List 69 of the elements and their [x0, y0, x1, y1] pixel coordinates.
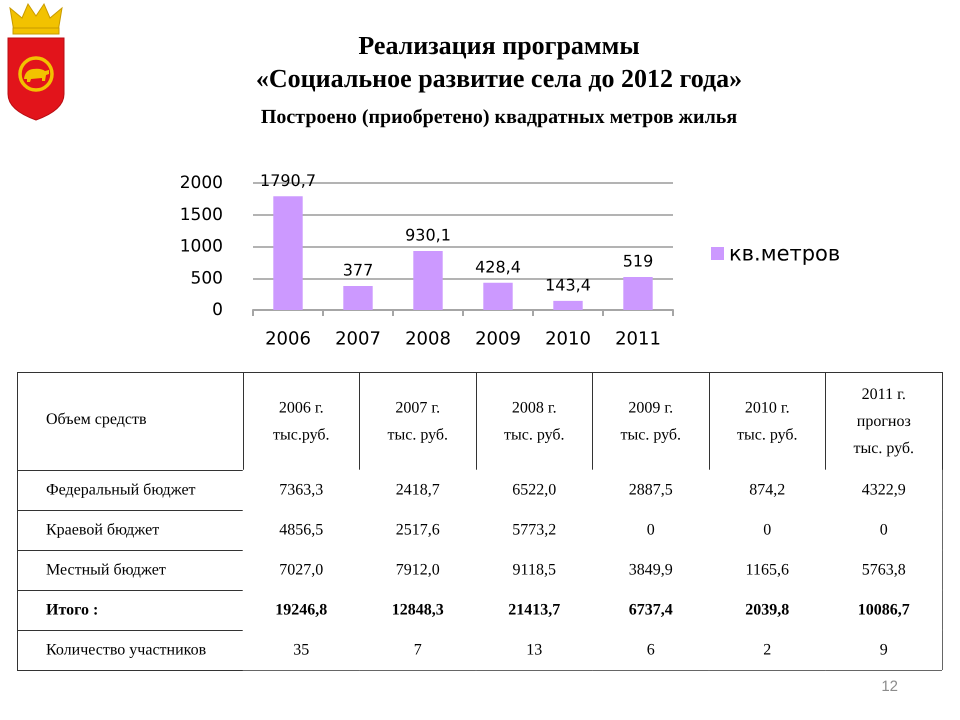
x-tick-label: 2011 — [615, 328, 661, 350]
x-tick-label: 2009 — [475, 328, 521, 350]
x-tick-label: 2007 г. тыс. руб. — [387, 400, 448, 444]
y-tick-label: 500 — [190, 268, 223, 288]
x-tick-label: 2010 — [545, 328, 591, 350]
data-label: 7363,3 — [279, 482, 324, 498]
y-tick-label: Количество участников — [46, 642, 207, 658]
legend-label: кв.метров — [729, 242, 840, 266]
data-label: 10086,7 — [858, 602, 910, 618]
data-label: 5773,2 — [512, 522, 556, 538]
data-label: 7 — [414, 642, 422, 658]
y-tick-label: Итого : — [46, 602, 98, 618]
data-label: 0 — [880, 522, 888, 538]
data-label: 6522,0 — [512, 482, 556, 498]
x-tick-label: 2006 — [265, 328, 311, 350]
x-tick-label: 2011 г. прогноз тыс. руб. — [853, 386, 914, 457]
data-label: 3849,9 — [628, 562, 673, 578]
data-label: 35 — [293, 642, 310, 658]
chart-subtitle: Построено (приобретено) квадратных метров жилья — [260, 106, 738, 128]
data-label: 6737,4 — [628, 602, 673, 618]
bar — [553, 300, 583, 310]
y-tick-label: 1500 — [180, 204, 223, 225]
y-tick-label: 1000 — [180, 236, 223, 256]
y-axis-title: Объем средств — [46, 411, 148, 428]
data-label: 4856,5 — [279, 522, 324, 538]
data-label: 0 — [763, 522, 772, 538]
data-label: 428,4 — [475, 257, 521, 276]
bar — [343, 286, 373, 310]
bar — [483, 282, 513, 310]
data-label: 2418,7 — [396, 482, 440, 498]
chart-title: Реализация программы «Социальное развитие села до 2012 года» — [256, 31, 742, 93]
x-tick-label: 2006 г. тыс.руб. — [272, 400, 330, 444]
data-label: 2039,8 — [745, 602, 790, 618]
data-label: 19246,8 — [275, 602, 328, 618]
data-label: 9118,5 — [512, 562, 556, 578]
x-tick-label: 2008 г. тыс. руб. — [504, 400, 565, 444]
data-label: 2 — [763, 642, 772, 658]
y-tick-label: Краевой бюджет — [46, 522, 160, 538]
data-label: 1790,7 — [260, 170, 316, 190]
data-label: 874,2 — [749, 482, 786, 498]
data-label: 7027,0 — [279, 562, 324, 578]
y-tick-label: 2000 — [180, 173, 223, 193]
data-label: 6 — [646, 642, 655, 658]
data-label: 1165,6 — [746, 562, 789, 578]
y-tick-label: Местный бюджет — [46, 562, 166, 578]
data-label: 13 — [526, 642, 542, 658]
y-tick-label: 0 — [212, 300, 223, 320]
bar — [273, 196, 303, 310]
data-label: 5763,8 — [862, 562, 906, 578]
x-tick-label: 2009 г. тыс. руб. — [620, 400, 682, 444]
data-label: 143,4 — [545, 275, 591, 294]
data-label: 930,1 — [405, 225, 451, 244]
x-tick-label: 2008 — [405, 328, 451, 350]
bar — [413, 250, 443, 310]
y-tick-label: Федеральный бюджет — [46, 482, 196, 498]
text: 12 — [881, 678, 898, 695]
data-label: 12848,3 — [392, 602, 444, 618]
data-label: 2887,5 — [628, 482, 673, 498]
x-tick-label: 2007 — [335, 328, 381, 350]
data-label: 7912,0 — [396, 562, 440, 578]
data-label: 2517,6 — [396, 522, 440, 538]
data-label: 9 — [880, 642, 888, 658]
data-label: 519 — [622, 252, 654, 271]
data-label: 377 — [342, 260, 374, 280]
x-tick-label: 2010 г. тыс. руб. — [736, 400, 798, 444]
data-label: 0 — [646, 522, 655, 538]
bar — [623, 277, 653, 310]
data-label: 4322,9 — [862, 482, 906, 498]
data-label: 21413,7 — [508, 602, 560, 618]
